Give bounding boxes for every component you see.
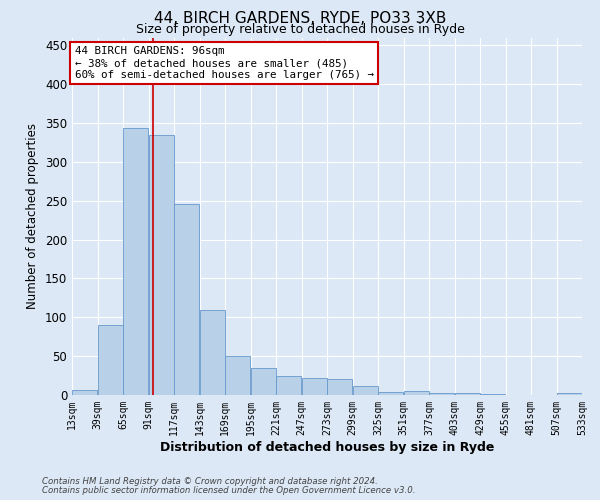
Bar: [124, 128, 148, 395]
Bar: [353, 386, 377, 395]
Bar: [302, 378, 326, 395]
Bar: [226, 356, 250, 395]
Bar: [379, 392, 403, 395]
Bar: [277, 376, 301, 395]
Bar: [200, 310, 224, 395]
Bar: [455, 394, 479, 395]
Bar: [328, 378, 352, 395]
X-axis label: Distribution of detached houses by size in Ryde: Distribution of detached houses by size …: [160, 440, 494, 454]
Bar: [404, 391, 428, 395]
Text: Contains public sector information licensed under the Open Government Licence v3: Contains public sector information licen…: [42, 486, 415, 495]
Bar: [557, 392, 581, 395]
Text: Contains HM Land Registry data © Crown copyright and database right 2024.: Contains HM Land Registry data © Crown c…: [42, 477, 378, 486]
Bar: [149, 134, 173, 395]
Text: 44 BIRCH GARDENS: 96sqm
← 38% of detached houses are smaller (485)
60% of semi-d: 44 BIRCH GARDENS: 96sqm ← 38% of detache…: [74, 46, 374, 80]
Text: Size of property relative to detached houses in Ryde: Size of property relative to detached ho…: [136, 22, 464, 36]
Bar: [251, 368, 275, 395]
Bar: [175, 204, 199, 395]
Y-axis label: Number of detached properties: Number of detached properties: [26, 123, 40, 309]
Bar: [481, 394, 505, 395]
Bar: [73, 390, 97, 395]
Bar: [98, 325, 122, 395]
Text: 44, BIRCH GARDENS, RYDE, PO33 3XB: 44, BIRCH GARDENS, RYDE, PO33 3XB: [154, 11, 446, 26]
Bar: [430, 394, 454, 395]
